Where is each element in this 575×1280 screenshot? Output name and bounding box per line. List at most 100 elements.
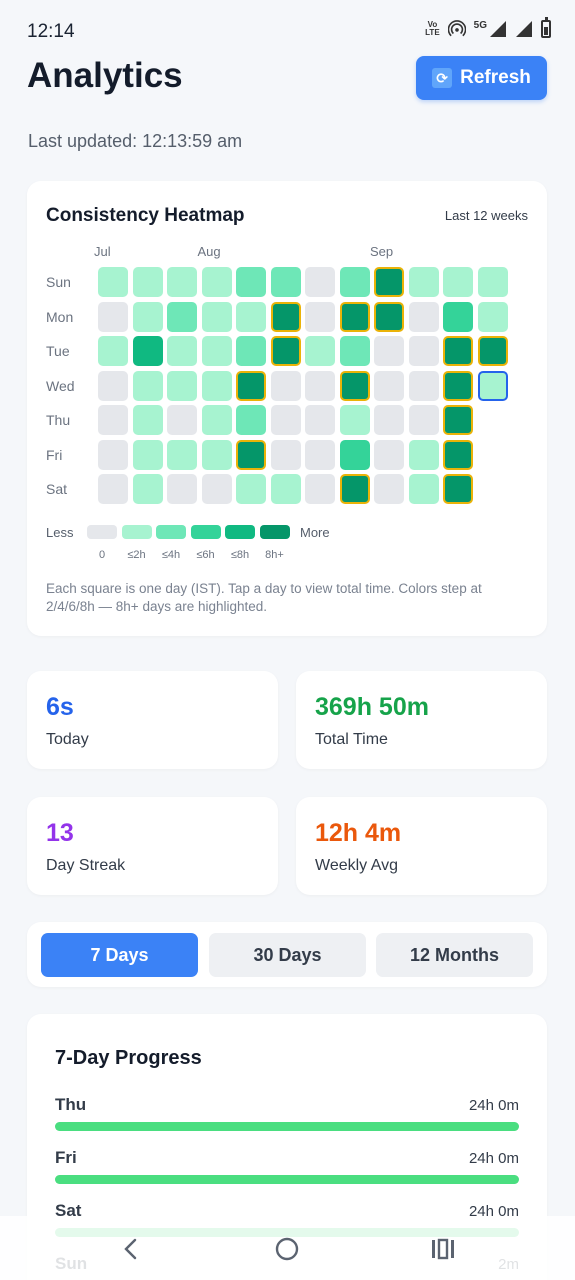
month-label-aug: Aug xyxy=(197,244,221,259)
heatmap-cell[interactable] xyxy=(443,267,473,297)
heatmap-cell[interactable] xyxy=(270,301,301,332)
heatmap-cell[interactable] xyxy=(167,405,197,435)
heatmap-cell[interactable] xyxy=(270,405,301,435)
refresh-icon: ⟳ xyxy=(432,68,453,88)
heatmap-cell[interactable] xyxy=(443,370,473,401)
heatmap-cell[interactable] xyxy=(339,301,370,332)
heatmap-cell[interactable] xyxy=(236,336,266,366)
heatmap-cell[interactable] xyxy=(408,474,439,504)
heatmap-cell[interactable] xyxy=(98,439,128,470)
heatmap-cell[interactable] xyxy=(374,474,404,504)
tab-30-days[interactable]: 30 Days xyxy=(209,933,366,977)
recents-icon[interactable] xyxy=(428,1234,458,1264)
heatmap-cell[interactable] xyxy=(167,301,197,332)
heatmap-cell[interactable] xyxy=(305,267,335,297)
heatmap-cell[interactable] xyxy=(374,301,404,332)
heatmap-cell[interactable] xyxy=(201,474,232,504)
heatmap-cell[interactable] xyxy=(236,439,266,470)
heatmap-cell[interactable] xyxy=(270,474,301,504)
heatmap-cell[interactable] xyxy=(98,370,128,401)
status-icons: Vo LTE 5G xyxy=(425,17,551,38)
heatmap-cell[interactable] xyxy=(339,474,370,504)
heatmap-cell[interactable] xyxy=(270,439,301,470)
heatmap-cell[interactable] xyxy=(132,439,163,470)
heatmap-cell[interactable] xyxy=(477,301,508,332)
heatmap-cell[interactable] xyxy=(270,370,301,401)
heatmap-cell[interactable] xyxy=(167,439,197,470)
heatmap-cell[interactable] xyxy=(167,267,197,297)
progress-day: Thu xyxy=(55,1095,87,1114)
tab-12-months[interactable]: 12 Months xyxy=(376,933,533,977)
heatmap-cell[interactable] xyxy=(408,267,439,297)
heatmap-cell[interactable] xyxy=(305,336,335,366)
tab-7-days[interactable]: 7 Days xyxy=(41,933,198,977)
heatmap-cell[interactable] xyxy=(236,474,266,504)
stat-card-streak: 13 Day Streak xyxy=(27,797,278,895)
legend-swatch xyxy=(87,525,117,539)
back-icon[interactable] xyxy=(116,1234,146,1264)
legend-swatch xyxy=(225,525,255,539)
heatmap-cell[interactable] xyxy=(201,267,232,297)
heatmap-cell[interactable] xyxy=(374,267,404,297)
heatmap-cell[interactable] xyxy=(132,405,163,435)
heatmap-cell[interactable] xyxy=(132,370,163,401)
heatmap-cell[interactable] xyxy=(374,405,404,435)
heatmap-cell[interactable] xyxy=(270,267,301,297)
heatmap-cell[interactable] xyxy=(201,439,232,470)
refresh-button[interactable]: ⟳ Refresh xyxy=(416,56,547,100)
day-label-tue: Tue xyxy=(46,343,70,359)
heatmap-cell[interactable] xyxy=(236,267,266,297)
heatmap-cell[interactable] xyxy=(339,336,370,366)
heatmap-cell[interactable] xyxy=(305,370,335,401)
heatmap-cell[interactable] xyxy=(98,301,128,332)
heatmap-cell[interactable] xyxy=(443,301,473,332)
heatmap-cell[interactable] xyxy=(132,474,163,504)
heatmap-cell[interactable] xyxy=(305,301,335,332)
heatmap-cell[interactable] xyxy=(167,370,197,401)
heatmap-cell[interactable] xyxy=(167,336,197,366)
day-label-fri: Fri xyxy=(46,446,63,463)
heatmap-cell[interactable] xyxy=(167,474,197,504)
heatmap-cell[interactable] xyxy=(98,267,128,297)
heatmap-cell[interactable] xyxy=(270,336,301,366)
heatmap-cell[interactable] xyxy=(201,405,232,435)
heatmap-cell[interactable] xyxy=(408,405,439,435)
heatmap-cell[interactable] xyxy=(201,336,232,366)
heatmap-cell[interactable] xyxy=(201,370,232,401)
heatmap-cell[interactable] xyxy=(305,474,335,504)
heatmap-cell[interactable] xyxy=(339,267,370,297)
heatmap-cell[interactable] xyxy=(305,405,335,435)
heatmap-cell[interactable] xyxy=(374,336,404,366)
heatmap-cell[interactable] xyxy=(132,267,163,297)
heatmap-cell[interactable] xyxy=(339,405,370,435)
home-icon[interactable] xyxy=(272,1234,302,1264)
heatmap-cell[interactable] xyxy=(477,370,508,401)
heatmap-cell[interactable] xyxy=(236,405,266,435)
heatmap-cell[interactable] xyxy=(236,301,266,332)
heatmap-cell[interactable] xyxy=(132,301,163,332)
progress-value: 24h 0m xyxy=(468,1203,519,1220)
heatmap-cell[interactable] xyxy=(374,370,404,401)
heatmap-cell[interactable] xyxy=(98,336,128,366)
heatmap-cell[interactable] xyxy=(408,336,439,366)
heatmap-cell[interactable] xyxy=(408,301,439,332)
heatmap-cell[interactable] xyxy=(477,336,508,366)
heatmap-cell[interactable] xyxy=(477,267,508,297)
heatmap-cell[interactable] xyxy=(132,336,163,366)
progress-bar xyxy=(55,1175,519,1184)
heatmap-cell[interactable] xyxy=(98,474,128,504)
heatmap-cell[interactable] xyxy=(374,439,404,470)
heatmap-cell[interactable] xyxy=(236,370,266,401)
heatmap-cell[interactable] xyxy=(339,439,370,470)
heatmap-cell[interactable] xyxy=(443,405,473,435)
heatmap-cell[interactable] xyxy=(408,370,439,401)
heatmap-cell[interactable] xyxy=(443,336,473,366)
heatmap-cell[interactable] xyxy=(408,439,439,470)
legend-swatch xyxy=(259,525,290,539)
heatmap-cell[interactable] xyxy=(443,439,473,470)
heatmap-cell[interactable] xyxy=(443,474,473,504)
heatmap-cell[interactable] xyxy=(98,405,128,435)
heatmap-cell[interactable] xyxy=(201,301,232,332)
heatmap-cell[interactable] xyxy=(339,370,370,401)
heatmap-cell[interactable] xyxy=(305,439,335,470)
